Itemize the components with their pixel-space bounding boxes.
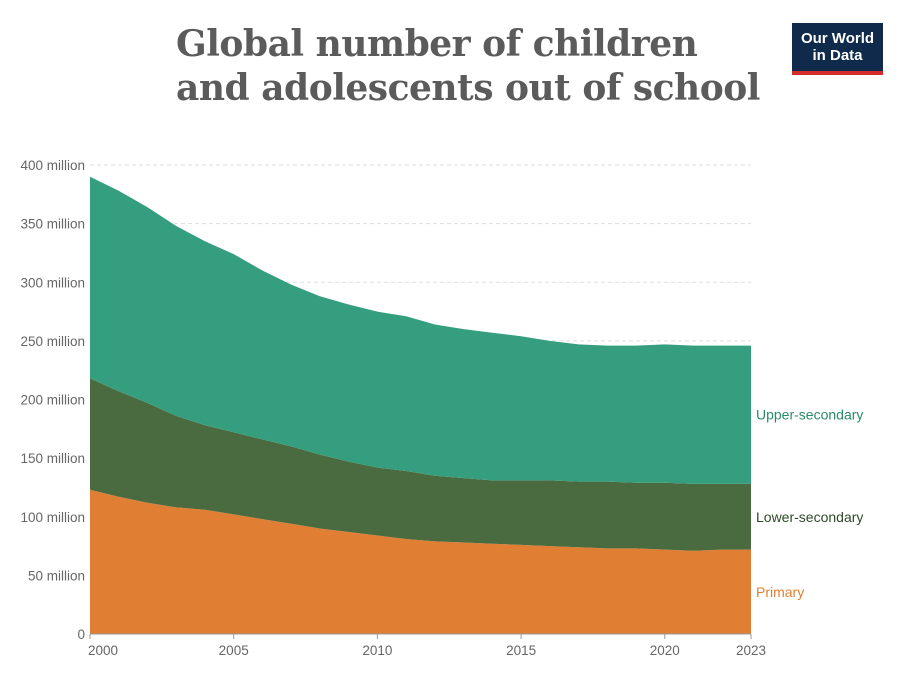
x-tick-label: 2023 (736, 643, 766, 658)
area-lower-secondary[interactable] (90, 378, 751, 551)
y-tick-label: 150 million (20, 451, 85, 466)
y-tick-label: 350 million (20, 217, 85, 232)
y-tick-label: 400 million (20, 158, 85, 173)
y-tick-label: 50 million (28, 568, 85, 583)
logo-line-2: in Data (812, 47, 863, 64)
series-labels: Primary Lower-secondary Upper-secondary (756, 407, 863, 600)
series-label-upper-secondary: Upper-secondary (756, 407, 863, 423)
x-tick-label: 2015 (506, 643, 536, 658)
x-tick-label: 2010 (362, 643, 392, 658)
y-tick-label: 300 million (20, 275, 85, 290)
x-tick-label: 2020 (650, 643, 680, 658)
stacked-areas (90, 176, 751, 634)
axes: 0 50 million 100 million 150 million 200 mil… (20, 158, 766, 658)
y-tick-label: 250 million (20, 334, 85, 349)
x-tick-label: 2000 (88, 643, 118, 658)
area-primary[interactable] (90, 489, 751, 634)
y-tick-label: 0 (77, 627, 85, 642)
owid-logo[interactable]: Our World in Data (792, 23, 883, 75)
series-label-primary: Primary (756, 584, 804, 600)
series-label-lower-secondary: Lower-secondary (756, 509, 863, 525)
x-tick-label: 2005 (219, 643, 249, 658)
y-tick-label: 200 million (20, 393, 85, 408)
chart-title: Global number of children and adolescent… (176, 23, 760, 109)
y-tick-label: 100 million (20, 510, 85, 525)
logo-line-1: Our World (800, 30, 875, 47)
area-upper-secondary[interactable] (90, 176, 751, 484)
